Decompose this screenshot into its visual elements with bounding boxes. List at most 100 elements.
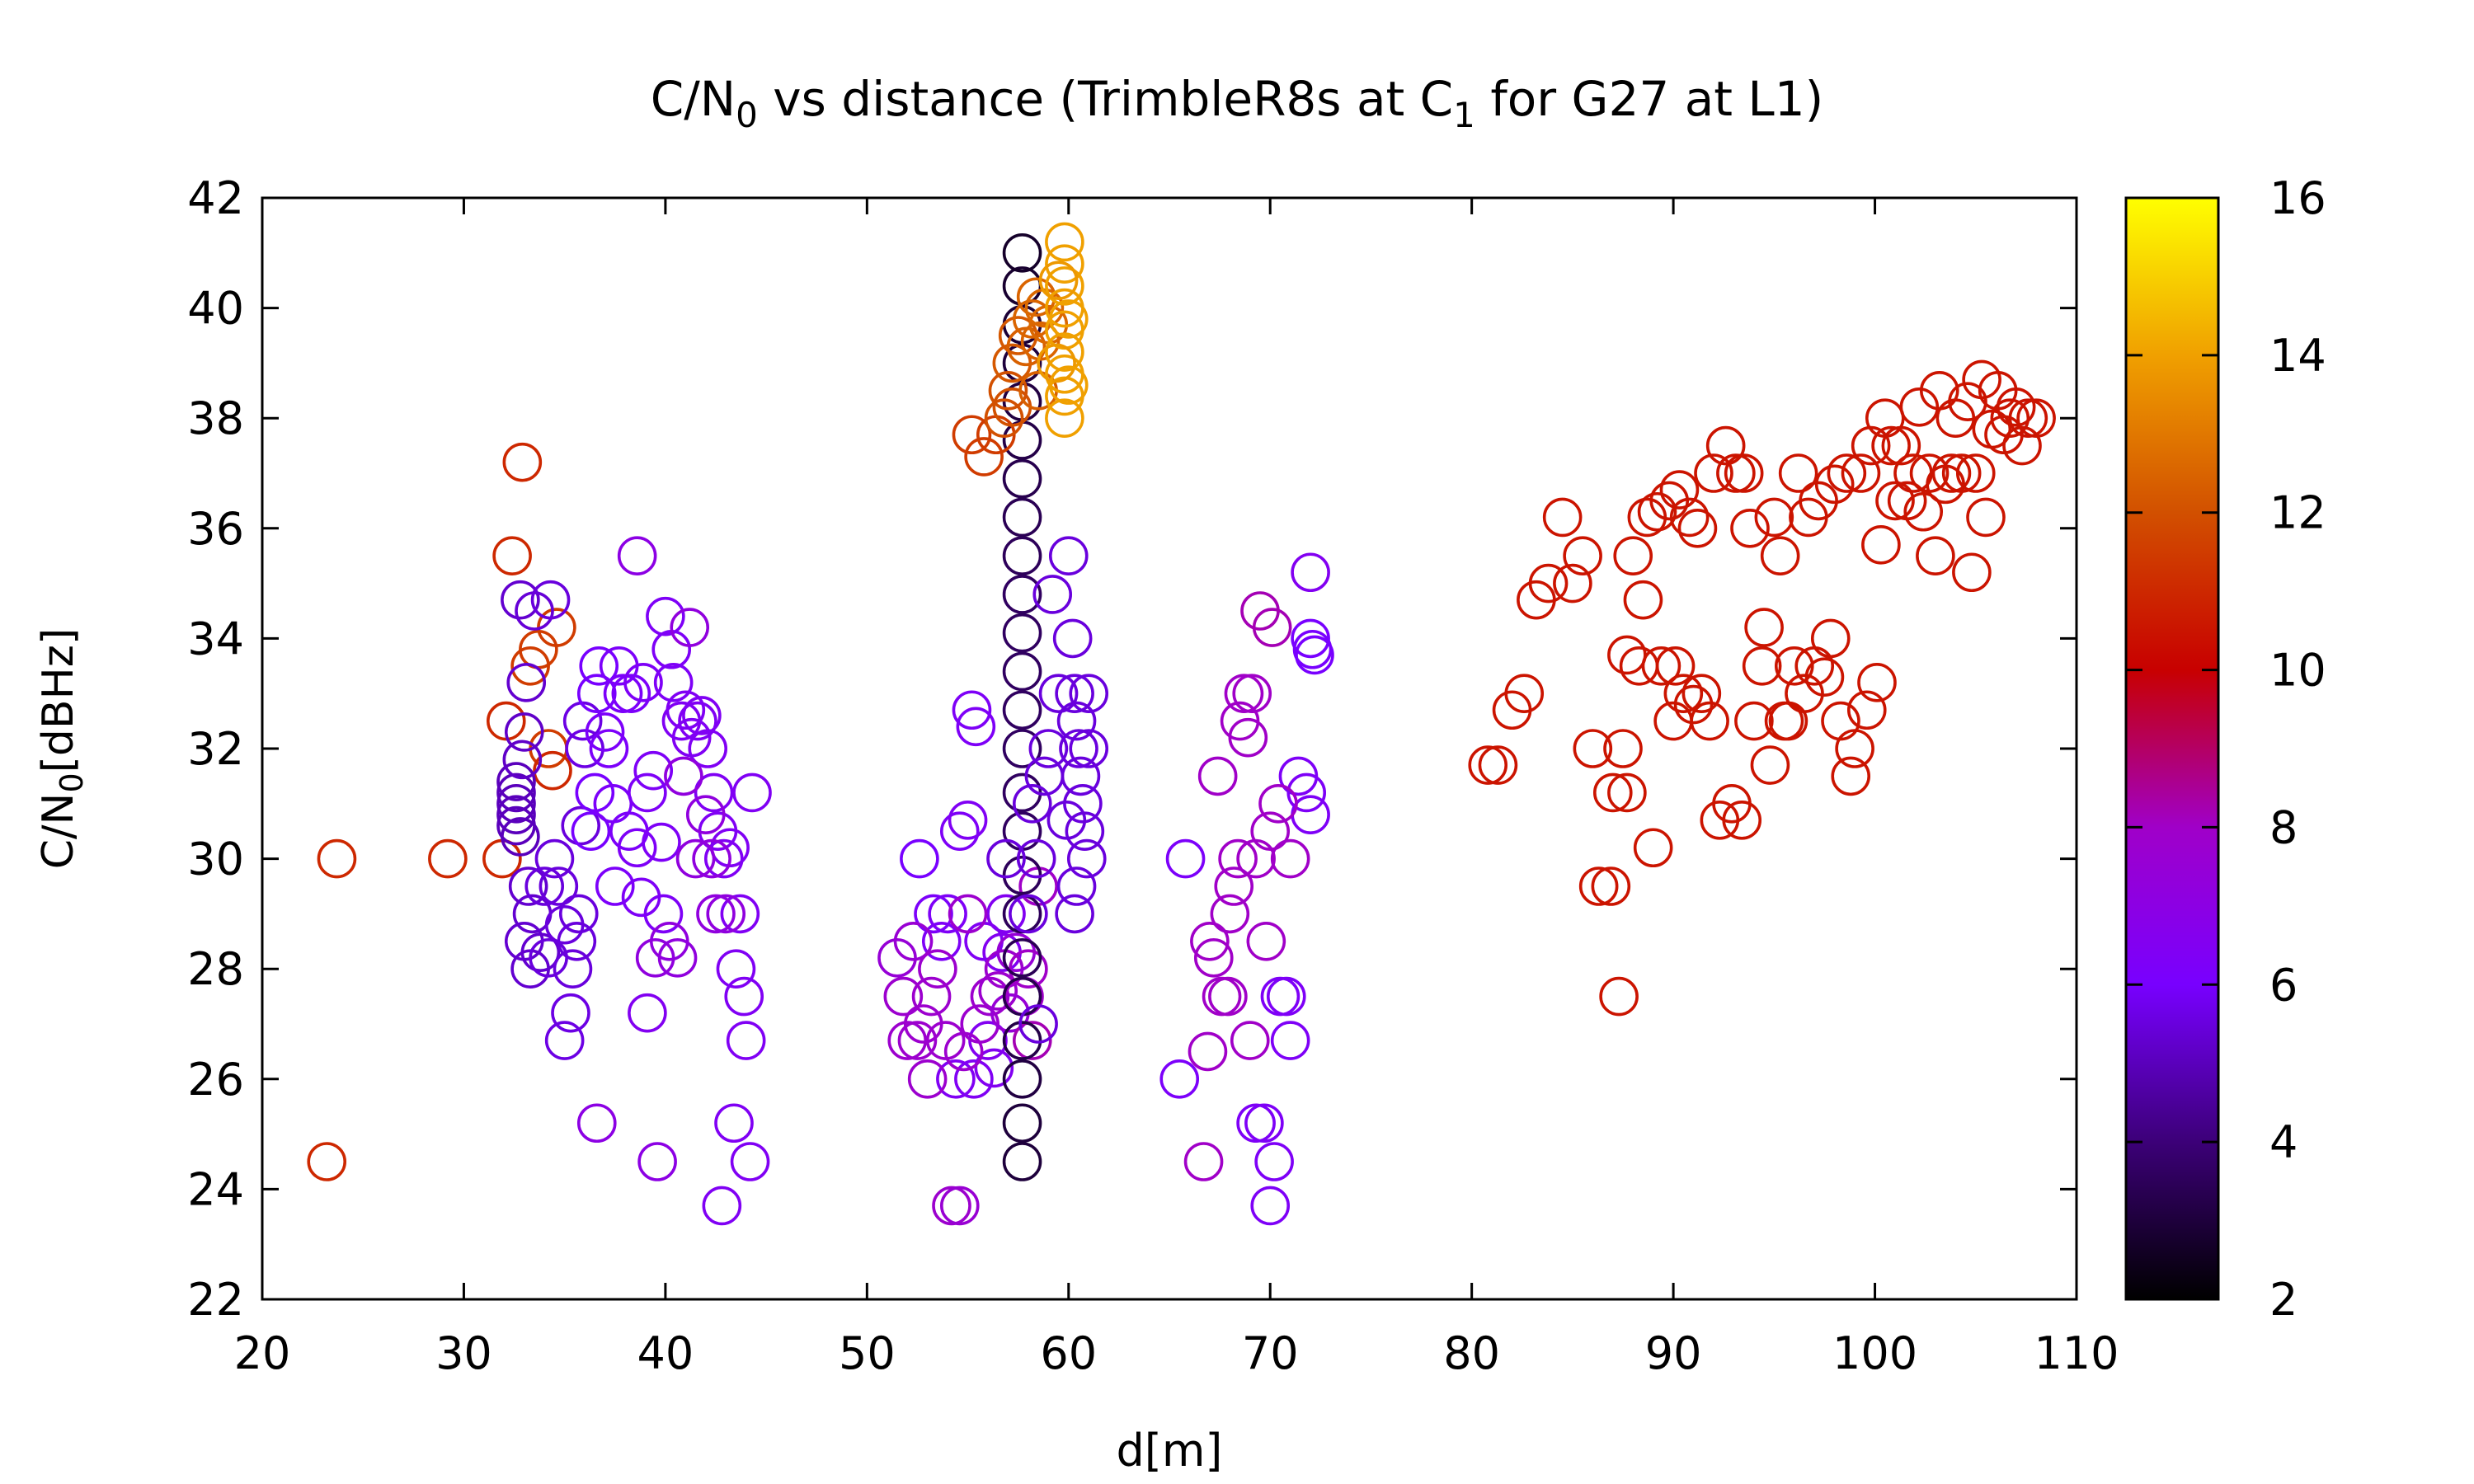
data-point [1633,828,1673,868]
data-point [1244,1103,1284,1144]
data-point [675,838,716,879]
data-point [657,938,698,978]
data-point [928,894,967,934]
data-point [1841,453,1881,493]
data-point [911,976,952,1017]
data-point [952,690,992,730]
data-point [936,1059,976,1099]
data-point [633,750,674,791]
data-point [1948,382,1987,421]
data-point [887,1021,928,1060]
data-point [1012,1021,1052,1060]
data-point [974,1048,1014,1088]
data-point [1730,508,1770,548]
data-point [557,922,597,961]
x-axis-ticks: 20 30 40 50 60 70 80 90 100 110 [234,198,2119,1379]
data-point [954,1059,994,1099]
data-point [939,1186,980,1226]
data-point [1941,453,1982,493]
data-point [544,1021,585,1060]
data-point [1563,536,1602,576]
data-point [1228,717,1268,758]
data-point [666,690,706,730]
data-point [897,1021,938,1060]
data-point [603,674,643,714]
data-point [1250,811,1291,852]
data-point [1804,657,1845,697]
data-point [1637,491,1677,532]
data-point [706,894,746,934]
data-point [1048,299,1089,339]
data-point [900,838,939,879]
data-point [1295,635,1334,675]
data-point [1197,756,1238,796]
data-point [533,750,572,791]
data-point [1183,1142,1224,1181]
data-point [1291,618,1330,659]
data-point [1655,646,1696,686]
data-point [1002,1142,1042,1181]
data-point [576,674,617,714]
data-point [1603,729,1643,768]
data-point [637,1142,677,1181]
data-point [1663,674,1704,714]
data-point [948,894,988,934]
data-point [1045,266,1084,306]
data-point [1069,674,1109,714]
data-point [1814,464,1855,505]
x-tick-label: 30 [435,1327,492,1379]
data-point [1038,674,1079,714]
data-point [1750,745,1790,785]
y-tick-label: 38 [187,392,244,444]
data-point [1935,398,1976,439]
data-point [1996,387,2036,427]
data-point [678,701,717,741]
data-point [893,922,934,961]
data-point [653,663,694,702]
data-point [553,949,593,989]
data-point [1002,613,1042,653]
x-tick-label: 100 [1832,1327,1917,1379]
data-point [428,838,468,879]
data-point [877,938,917,978]
data-point [1881,425,1921,466]
data-point [1045,332,1084,372]
colorbar-tick-label: 8 [2269,801,2298,853]
data-point [914,894,953,934]
data-point [1871,425,1911,466]
data-point [724,976,764,1017]
data-point [1028,729,1069,768]
data-point [496,795,536,834]
data-point [1607,773,1647,813]
colorbar-tick-label: 12 [2269,487,2326,539]
data-point [1002,690,1042,730]
data-point [1002,232,1042,273]
data-point [1857,663,1897,702]
data-point [1955,453,1996,493]
data-point [952,415,992,455]
data-point [576,1103,617,1144]
y-tick-label: 40 [187,283,244,335]
data-point [1592,773,1633,813]
data-point [1270,838,1310,879]
data-point [1254,1142,1294,1181]
data-point [883,976,924,1017]
data-point [558,894,599,934]
data-point [1599,976,1639,1017]
data-point [1069,729,1109,768]
x-axis-label: d[m] [1116,1425,1222,1477]
data-point [921,922,962,961]
data-point [1591,866,1631,906]
data-point [611,674,651,714]
data-point [1055,894,1094,934]
data-point [562,701,603,741]
data-point [1681,674,1722,714]
data-point [1193,938,1234,978]
data-point [1045,398,1084,439]
x-tick-label: 40 [637,1327,694,1379]
data-point [1916,536,1955,576]
data-point [1018,1004,1058,1044]
data-point [623,663,663,702]
colorbar-ticks: 2 4 6 8 10 12 14 16 [2126,172,2326,1326]
data-point [561,805,601,846]
